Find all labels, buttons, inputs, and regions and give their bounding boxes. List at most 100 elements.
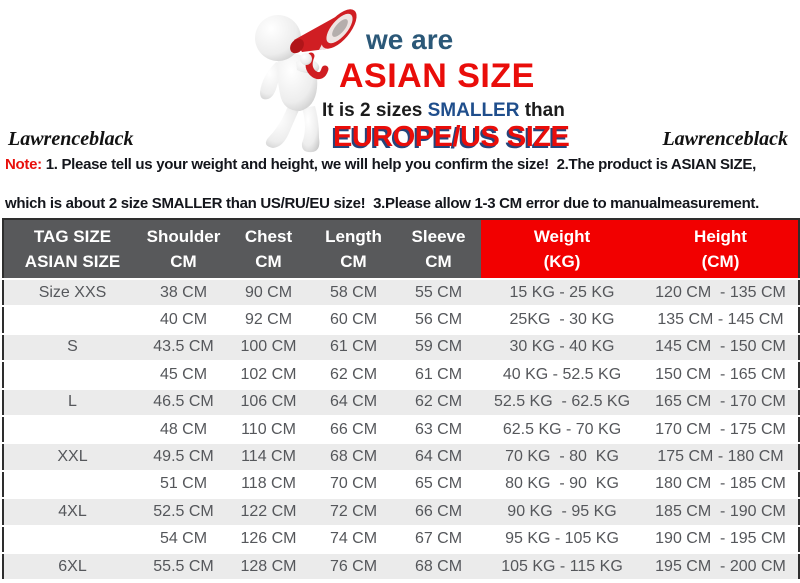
cell-chest: 92 CM [226,306,311,335]
cell-sleeve: 62 CM [396,388,481,417]
cell-height: 195 CM - 200 CM [643,552,799,582]
cell-chest: 122 CM [226,498,311,527]
cell-sleeve: 59 CM [396,333,481,363]
cell-sleeve: 68 CM [396,552,481,582]
cell-weight: 80 KG - 90 KG [481,470,643,500]
header-line2: CM [255,252,282,271]
cell-height: 135 CM - 145 CM [643,306,799,335]
cell-shoulder: 48 CM [141,415,226,445]
note-paragraph: Note: 1. Please tell us your weight and … [5,155,797,253]
header-line2: (KG) [543,252,581,271]
cell-size: 5XL [3,525,141,554]
header-line1: TAG SIZE [33,227,112,246]
cell-length: 68 CM [311,443,396,472]
cell-chest: 118 CM [226,470,311,500]
table-row-size-xxs: Size XXS 38 CM 90 CM 58 CM 55 CM 15 KG -… [3,279,799,308]
cell-sleeve: 67 CM [396,525,481,554]
cell-length: 62 CM [311,361,396,390]
size-chart-table: TAG SIZE ASIAN SIZE Shoulder CM Chest CM Le… [2,218,800,582]
cell-weight: 95 KG - 105 KG [481,525,643,554]
cell-shoulder: 54 CM [141,525,226,554]
cell-size: 6XL [3,552,141,582]
banner-europe-us-size: EUROPE/US SIZE [333,121,570,153]
cell-length: 72 CM [311,498,396,527]
cell-length: 74 CM [311,525,396,554]
cell-sleeve: 66 CM [396,498,481,527]
cell-length: 64 CM [311,388,396,417]
header-line1: Sleeve [411,227,466,246]
cell-length: 58 CM [311,279,396,308]
cell-size: 4XL [3,498,141,527]
cell-length: 66 CM [311,415,396,445]
cell-length: 61 CM [311,333,396,363]
cell-weight: 70 KG - 80 KG [481,443,643,472]
cell-sleeve: 63 CM [396,415,481,445]
header-line2: CM [340,252,367,271]
cell-weight: 90 KG - 95 KG [481,498,643,527]
header-line1: Height [694,227,747,246]
cell-weight: 25KG - 30 KG [481,306,643,335]
cell-weight: 62.5 KG - 70 KG [481,415,643,445]
cell-length: 76 CM [311,552,396,582]
cell-shoulder: 46.5 CM [141,388,226,417]
cell-height: 190 CM - 195 CM [643,525,799,554]
cell-shoulder: 55.5 CM [141,552,226,582]
cell-height: 175 CM - 180 CM [643,443,799,472]
header-line1: Weight [533,227,591,246]
cell-height: 120 CM - 135 CM [643,279,799,308]
cell-weight: 30 KG - 40 KG [481,333,643,363]
cell-size: XS [3,306,141,335]
table-row-l: L 46.5 CM 106 CM 64 CM 62 CM 52.5 KG - 6… [3,388,799,417]
cell-weight: 52.5 KG - 62.5 KG [481,388,643,417]
cell-height: 165 CM - 170 CM [643,388,799,417]
cell-chest: 128 CM [226,552,311,582]
note-line2: which is about 2 size SMALLER than US/RU… [5,195,759,212]
table-row-4xl: 4XL 52.5 CM 122 CM 72 CM 66 CM 90 KG - 9… [3,498,799,527]
table-row-6xl: 6XL 55.5 CM 128 CM 76 CM 68 CM 105 KG - … [3,552,799,582]
col-header-chest: Chest CM [226,219,311,280]
table-row-xs: XS 40 CM 92 CM 60 CM 56 CM 25KG - 30 KG … [3,306,799,335]
megaphone-announcer-icon [255,9,357,153]
cell-sleeve: 61 CM [396,361,481,390]
brand-right: Lawrenceblack [662,128,788,150]
col-header-tag-size: TAG SIZE ASIAN SIZE [3,219,141,280]
col-header-shoulder: Shoulder CM [141,219,226,280]
table-row-5xl: 5XL 54 CM 126 CM 74 CM 67 CM 95 KG - 105… [3,525,799,554]
cell-chest: 114 CM [226,443,311,472]
subline-suffix: than [519,100,565,121]
header-line2: ASIAN SIZE [24,252,121,271]
cell-sleeve: 55 CM [396,279,481,308]
table-row-m: M 45 CM 102 CM 62 CM 61 CM 40 KG - 52.5 … [3,361,799,390]
cell-chest: 102 CM [226,361,311,390]
cell-sleeve: 65 CM [396,470,481,500]
cell-chest: 106 CM [226,388,311,417]
table-row-xl: XL 48 CM 110 CM 66 CM 63 CM 62.5 KG - 70… [3,415,799,445]
header-line2: (CM) [701,252,740,271]
table-header-row: TAG SIZE ASIAN SIZE Shoulder CM Chest CM Le… [3,219,799,280]
subline-smaller: SMALLER [427,100,520,121]
cell-shoulder: 43.5 CM [141,333,226,363]
cell-height: 185 CM - 190 CM [643,498,799,527]
cell-size: M [3,361,141,390]
cell-chest: 100 CM [226,333,311,363]
cell-size: Size XXS [3,279,141,308]
cell-height: 150 CM - 165 CM [643,361,799,390]
cell-chest: 90 CM [226,279,311,308]
cell-height: 170 CM - 175 CM [643,415,799,445]
header-line2: CM [170,252,197,271]
brand-left: Lawrenceblack [8,128,134,150]
cell-chest: 110 CM [226,415,311,445]
banner-asian-size: ASIAN SIZE [339,57,535,95]
cell-size: XL [3,415,141,445]
header-line1: Length [325,227,382,246]
col-header-length: Length CM [311,219,396,280]
cell-chest: 126 CM [226,525,311,554]
cell-shoulder: 51 CM [141,470,226,500]
subline-prefix: It is 2 sizes [322,100,428,121]
cell-weight: 15 KG - 25 KG [481,279,643,308]
banner-subline: It is 2 sizes SMALLER than [322,100,565,122]
header-line1: Shoulder [146,227,221,246]
cell-sleeve: 56 CM [396,306,481,335]
cell-size: 3XL [3,470,141,500]
